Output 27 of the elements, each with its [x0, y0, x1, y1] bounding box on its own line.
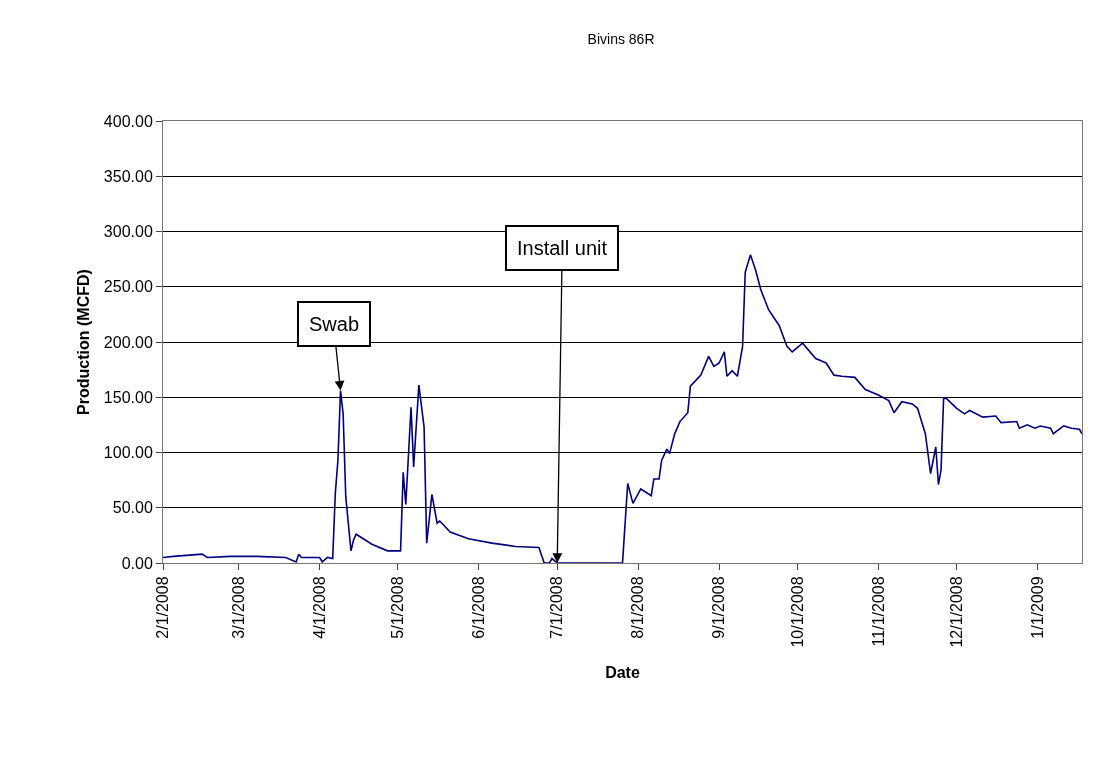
- x-tick-label: 6/1/2008: [470, 576, 488, 639]
- y-tick-label: 400.00: [103, 112, 153, 130]
- x-tick-label: 3/1/2008: [229, 576, 247, 639]
- chart-title: Bivins 86R: [587, 30, 655, 47]
- y-axis-title: Production (MCFD): [74, 269, 92, 415]
- x-tick-label: 11/1/2008: [869, 576, 887, 647]
- annotation: Install unit: [517, 237, 608, 259]
- annotation: Swab: [309, 313, 360, 335]
- y-tick-label: 0.00: [121, 554, 153, 572]
- x-tick-label: 1/1/2009: [1028, 576, 1046, 639]
- x-tick-label: 8/1/2008: [629, 576, 647, 639]
- line-series: [163, 253, 1082, 563]
- y-tick-label: 350.00: [103, 167, 153, 185]
- x-tick-label: 9/1/2008: [710, 576, 728, 639]
- y-tick-label: 300.00: [103, 223, 153, 241]
- x-axis-title: Date: [605, 664, 640, 682]
- y-tick-label: 50.00: [112, 499, 153, 517]
- x-tick-label: 4/1/2008: [310, 576, 328, 639]
- x-tick-label: 2/1/2008: [154, 576, 172, 639]
- y-tick-label: 200.00: [103, 333, 153, 351]
- y-tick-label: 250.00: [103, 278, 153, 296]
- x-tick-label: 10/1/2008: [788, 576, 806, 648]
- x-tick-label: 7/1/2008: [548, 576, 566, 639]
- y-tick-label: 100.00: [103, 444, 153, 462]
- y-tick-label: 150.00: [103, 388, 153, 406]
- x-tick-label: 5/1/2008: [389, 576, 407, 639]
- x-tick-label: 12/1/2008: [947, 576, 965, 648]
